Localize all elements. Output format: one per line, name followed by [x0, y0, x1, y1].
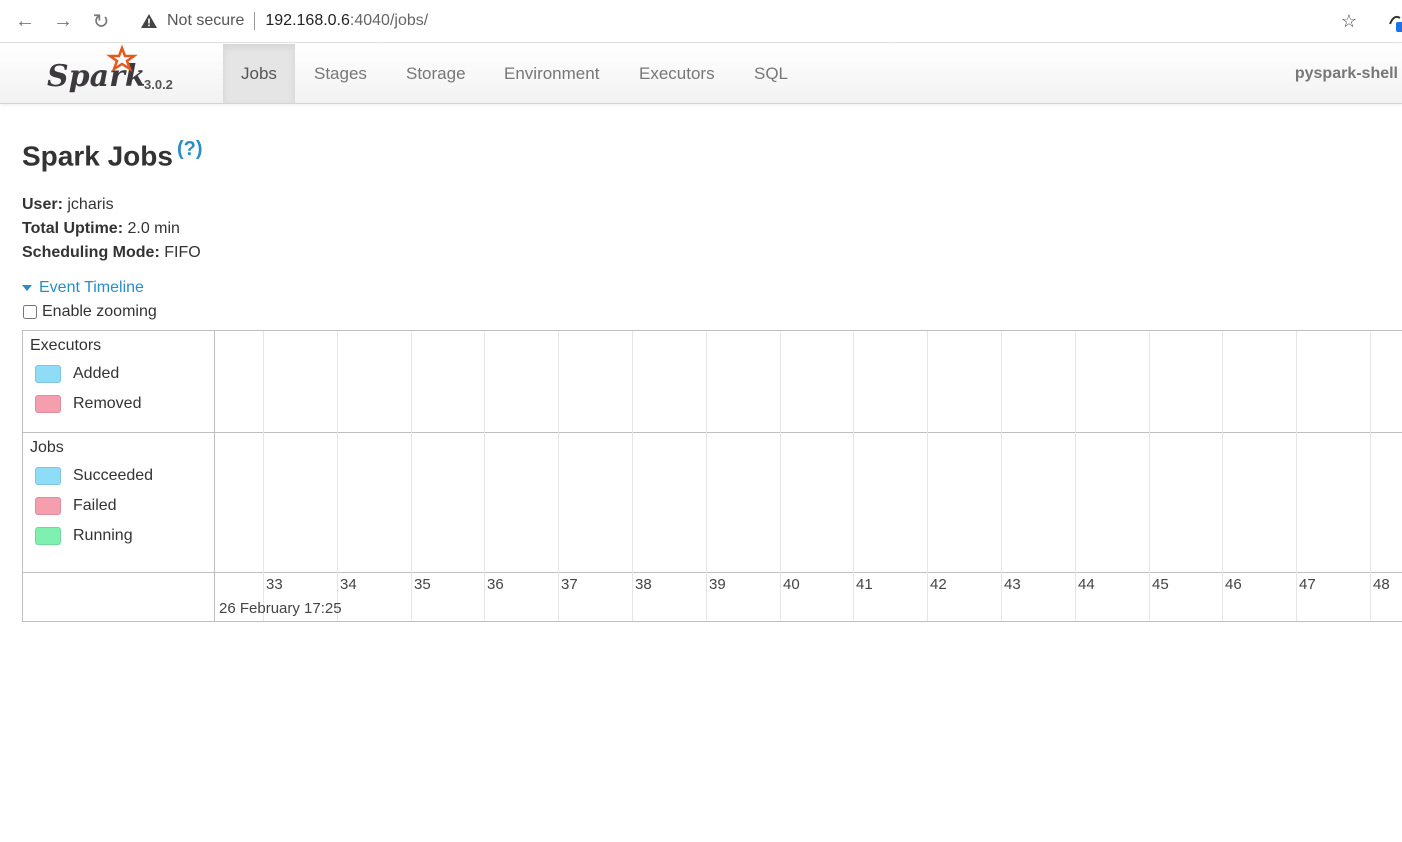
url-path: :4040/jobs/: [349, 12, 429, 29]
uptime-label: Total Uptime:: [22, 220, 124, 237]
legend-swatch: [35, 467, 61, 485]
executors-group-title: Executors: [30, 337, 102, 354]
browser-toolbar: ← → ↻ Not secure 192.168.0.6:4040/jobs/ …: [0, 0, 1402, 43]
enable-zooming-label: Enable zooming: [42, 303, 157, 320]
timeline-grid-line: [853, 331, 854, 621]
legend-label: Added: [73, 365, 120, 382]
forward-icon[interactable]: →: [53, 9, 73, 32]
timeline-tick-label: 44: [1078, 576, 1095, 593]
legend-swatch: [35, 395, 61, 413]
timeline-grid-line: [706, 331, 707, 621]
timeline-axis-divider: [23, 572, 1402, 573]
legend-job-succeeded: Succeeded: [35, 467, 153, 485]
timeline-date-label: 26 February 17:25: [219, 600, 342, 617]
timeline-group-labels: Executors Added Removed Jobs Succeeded F…: [23, 331, 215, 621]
timeline-tick-label: 41: [856, 576, 873, 593]
security-label[interactable]: Not secure: [167, 12, 245, 29]
extension-icon[interactable]: [1386, 10, 1402, 32]
back-icon[interactable]: ←: [15, 9, 35, 32]
timeline-tick-label: 35: [414, 576, 431, 593]
legend-job-failed: Failed: [35, 497, 117, 515]
spark-logo[interactable]: Spark 3.0.2: [44, 44, 194, 103]
timeline-grid-line: [1001, 331, 1002, 621]
timeline-grid-line: [484, 331, 485, 621]
timeline-tick-label: 39: [709, 576, 726, 593]
event-timeline-toggle[interactable]: Event Timeline: [22, 279, 144, 297]
timeline-tick-label: 33: [266, 576, 283, 593]
uptime-value: 2.0 min: [127, 220, 180, 237]
timeline-tick-label: 38: [635, 576, 652, 593]
timeline-grid-line: [1222, 331, 1223, 621]
timeline-tick-label: 43: [1004, 576, 1021, 593]
timeline-grid-line: [927, 331, 928, 621]
timeline-grid-line: [337, 331, 338, 621]
reload-icon[interactable]: ↻: [92, 10, 110, 33]
address-bar[interactable]: Not secure 192.168.0.6:4040/jobs/: [128, 4, 1374, 38]
legend-executor-added: Added: [35, 365, 119, 383]
legend-label: Running: [73, 527, 133, 544]
timeline-tick-label: 40: [783, 576, 800, 593]
tab-jobs[interactable]: Jobs: [223, 44, 295, 103]
timeline-grid-line: [263, 331, 264, 621]
uptime-info: Total Uptime: 2.0 min: [22, 220, 180, 238]
user-value: jcharis: [67, 196, 114, 213]
timeline-tick-label: 34: [340, 576, 357, 593]
app-name: pyspark-shell: [1294, 65, 1398, 82]
timeline-tick-label: 37: [561, 576, 578, 593]
timeline-tick-label: 42: [930, 576, 947, 593]
page-title: Spark Jobs (?): [22, 138, 203, 172]
legend-label: Removed: [73, 395, 142, 412]
spark-version: 3.0.2: [144, 77, 173, 92]
user-info: User: jcharis: [22, 196, 114, 214]
timeline-grid-line: [558, 331, 559, 621]
address-divider: [254, 12, 256, 30]
legend-executor-removed: Removed: [35, 395, 141, 413]
mode-label: Scheduling Mode:: [22, 244, 160, 261]
legend-label: Failed: [73, 497, 117, 514]
event-timeline[interactable]: Executors Added Removed Jobs Succeeded F…: [22, 330, 1402, 622]
tab-storage[interactable]: Storage: [406, 64, 466, 83]
enable-zooming[interactable]: Enable zooming: [22, 303, 157, 321]
url-host: 192.168.0.6: [265, 12, 350, 29]
timeline-grid-line: [780, 331, 781, 621]
tab-stages[interactable]: Stages: [314, 64, 367, 83]
caret-down-icon: [22, 285, 32, 291]
enable-zooming-checkbox[interactable]: [23, 305, 37, 319]
timeline-row-divider: [23, 432, 1402, 433]
mode-value: FIFO: [164, 244, 201, 261]
tab-sql[interactable]: SQL: [754, 64, 789, 83]
event-timeline-label: Event Timeline: [39, 279, 144, 296]
timeline-tick-label: 47: [1299, 576, 1316, 593]
timeline-tick-label: 46: [1225, 576, 1242, 593]
timeline-grid-line: [1075, 331, 1076, 621]
timeline-grid-line: [1296, 331, 1297, 621]
page-title-text: Spark Jobs: [22, 140, 173, 172]
timeline-grid-line: [632, 331, 633, 621]
timeline-tick-label: 45: [1152, 576, 1169, 593]
spark-logo-icon: Spark: [47, 44, 146, 94]
help-link[interactable]: (?): [176, 138, 203, 160]
tab-executors[interactable]: Executors: [639, 64, 715, 83]
bookmark-star-icon[interactable]: ☆: [1340, 10, 1358, 31]
legend-swatch: [35, 365, 61, 383]
scheduling-mode-info: Scheduling Mode: FIFO: [22, 244, 201, 262]
timeline-tick-label: 36: [487, 576, 504, 593]
legend-label: Succeeded: [73, 467, 154, 484]
warning-icon: [140, 12, 158, 30]
spark-navbar: Spark 3.0.2 Jobs Stages Storage Environm…: [0, 44, 1402, 104]
legend-swatch: [35, 497, 61, 515]
timeline-grid-line: [1149, 331, 1150, 621]
user-label: User:: [22, 196, 63, 213]
jobs-group-title: Jobs: [30, 439, 64, 456]
legend-swatch: [35, 527, 61, 545]
timeline-tick-label: 48: [1373, 576, 1390, 593]
tab-environment[interactable]: Environment: [504, 64, 600, 83]
timeline-grid-line: [411, 331, 412, 621]
timeline-grid-line: [1370, 331, 1371, 621]
legend-job-running: Running: [35, 527, 133, 545]
